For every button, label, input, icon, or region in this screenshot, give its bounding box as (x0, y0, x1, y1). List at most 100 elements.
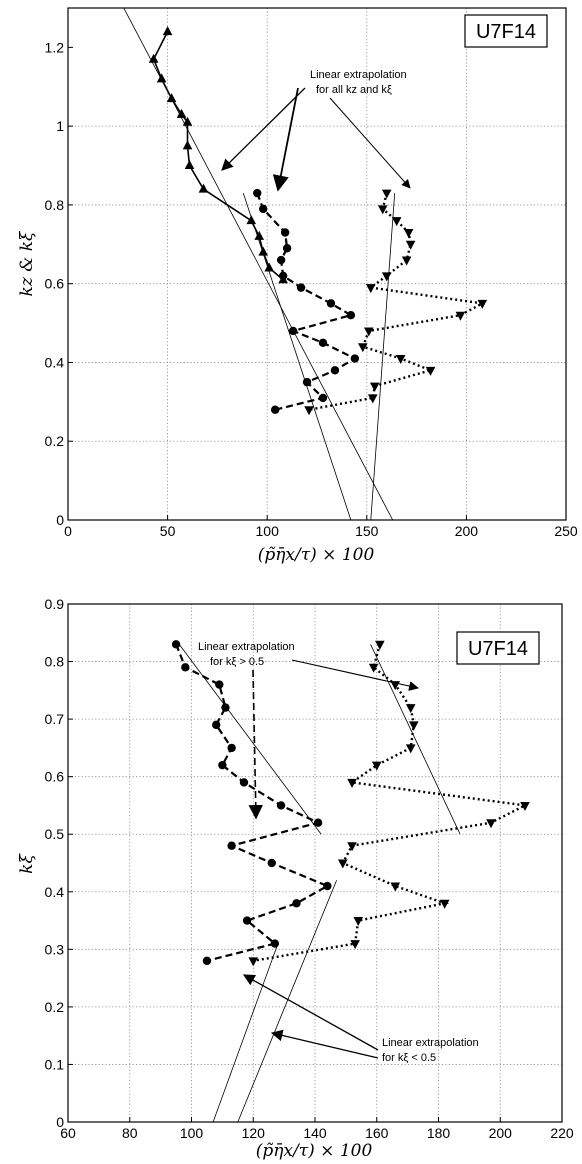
data-point-circle (259, 204, 268, 214)
extrapolation-line (178, 644, 322, 835)
data-point-circle (227, 743, 236, 753)
y-tick-label: 0.8 (45, 197, 65, 213)
data-point-triangle-down (377, 205, 388, 215)
annotation-lower-arrow-2 (270, 1029, 379, 1059)
data-point-triangle-down (486, 819, 496, 829)
data-point-circle (215, 680, 224, 689)
data-point-triangle-up (182, 140, 193, 150)
data-point-triangle-down (363, 327, 374, 337)
extrapolation-line (370, 644, 461, 835)
data-point-triangle-down (358, 343, 368, 353)
data-point-triangle-down (401, 256, 412, 266)
data-point-triangle-up (166, 93, 177, 103)
y-tick-label: 1.2 (45, 39, 65, 55)
y-axis-label: kz & kξ (17, 230, 37, 296)
data-point-circle (288, 326, 298, 336)
data-point-triangle-up (184, 160, 195, 170)
box-label: U7F14 (476, 21, 536, 43)
extrapolation-line (237, 880, 337, 1123)
data-point-triangle-up (162, 26, 173, 36)
y-tick-label: 0.1 (45, 1056, 65, 1072)
data-point-triangle-down (425, 366, 436, 376)
data-point-triangle-up (176, 108, 187, 118)
data-point-circle (202, 956, 212, 966)
data-point-triangle-down (390, 882, 401, 892)
series-line-circle (175, 643, 330, 962)
data-point-circle (296, 283, 306, 292)
x-tick-label: 150 (355, 523, 379, 539)
series-line-circle (256, 192, 358, 411)
data-point-triangle-down (439, 899, 450, 909)
data-point-circle (323, 881, 332, 891)
data-point-circle (313, 818, 323, 827)
annotation-lower-line-1: Linear extrapolation (382, 1037, 479, 1049)
data-point-triangle-down (455, 311, 466, 321)
y-tick-label: 0 (56, 1114, 64, 1130)
x-tick-label: 0 (64, 523, 72, 539)
data-point-circle (326, 299, 336, 308)
y-tick-label: 0.6 (45, 276, 65, 292)
annotation-line-2: for all kz and kξ (316, 84, 392, 96)
annotation-arrow-3 (329, 97, 411, 189)
data-point-triangle-up (246, 215, 257, 225)
data-point-circle (171, 640, 181, 649)
data-point-triangle-down (403, 228, 414, 238)
extrapolation-line (212, 943, 279, 1123)
data-point-circle (270, 405, 280, 414)
data-point-circle (278, 271, 288, 281)
data-point-triangle-down (367, 394, 378, 404)
data-point-circle (227, 841, 236, 850)
data-point-circle (267, 858, 276, 868)
extrapolation-line (242, 192, 352, 521)
box-label: U7F14 (468, 638, 528, 660)
annotation-arrow-1 (221, 87, 306, 171)
chart-top: 0 50 100 150 200 250 0 0.2 0.4 0.6 0.8 1 1.2 U7F14 L… (17, 7, 578, 565)
data-point-circle (318, 338, 328, 347)
data-point-triangle-down (371, 761, 382, 771)
x-tick-label: 80 (122, 1125, 138, 1141)
data-point-triangle-down (395, 355, 406, 365)
data-point-circle (276, 801, 286, 810)
x-tick-label: 100 (180, 1125, 204, 1141)
y-tick-label: 0.6 (45, 769, 65, 785)
y-tick-label: 1 (56, 118, 64, 134)
x-tick-label: 50 (160, 523, 176, 539)
data-point-triangle-down (375, 640, 385, 650)
x-tick-label: 250 (554, 523, 578, 539)
x-tick-label: 120 (242, 1125, 266, 1141)
data-point-circle (253, 188, 262, 198)
data-point-triangle-down (353, 917, 364, 927)
y-tick-label: 0.2 (45, 999, 65, 1015)
data-point-triangle-down (381, 189, 392, 199)
data-point-circle (181, 663, 190, 672)
annotation-lower-arrow-1 (242, 974, 379, 1051)
extrapolation-line (370, 193, 396, 521)
y-tick-label: 0.9 (45, 596, 65, 612)
annotation-upper-arrow-1 (248, 669, 263, 820)
chart-bottom: 60 80 100 120 140 160 180 200 220 0 0.1 0.2 0.3 0.4 0.… (17, 596, 574, 1161)
data-point-circle (276, 255, 286, 265)
y-tick-label: 0.7 (45, 711, 65, 727)
data-point-triangle-down (405, 704, 416, 714)
x-tick-label: 180 (427, 1125, 451, 1141)
x-tick-label: 140 (303, 1125, 327, 1141)
data-point-circle (346, 311, 356, 320)
data-point-triangle-up (148, 53, 159, 63)
data-point-triangle-down (520, 801, 530, 811)
annotation-arrow-2 (272, 87, 299, 192)
data-point-circle (350, 354, 360, 363)
box-label-frame (464, 14, 548, 48)
data-point-triangle-down (477, 299, 488, 309)
data-point-circle (212, 720, 221, 730)
data-point-triangle-up (198, 183, 209, 193)
x-tick-label: 200 (489, 1125, 513, 1141)
data-point-triangle-down (391, 217, 402, 227)
x-tick-label: 220 (550, 1125, 574, 1141)
series-line-triangle-up (152, 31, 284, 281)
data-point-circle (282, 244, 292, 253)
plot-frame (67, 7, 567, 521)
y-tick-label: 0.5 (45, 826, 65, 842)
x-axis-label: (p̃η̄x/τ) × 100 (258, 545, 375, 565)
x-tick-label: 160 (365, 1125, 389, 1141)
